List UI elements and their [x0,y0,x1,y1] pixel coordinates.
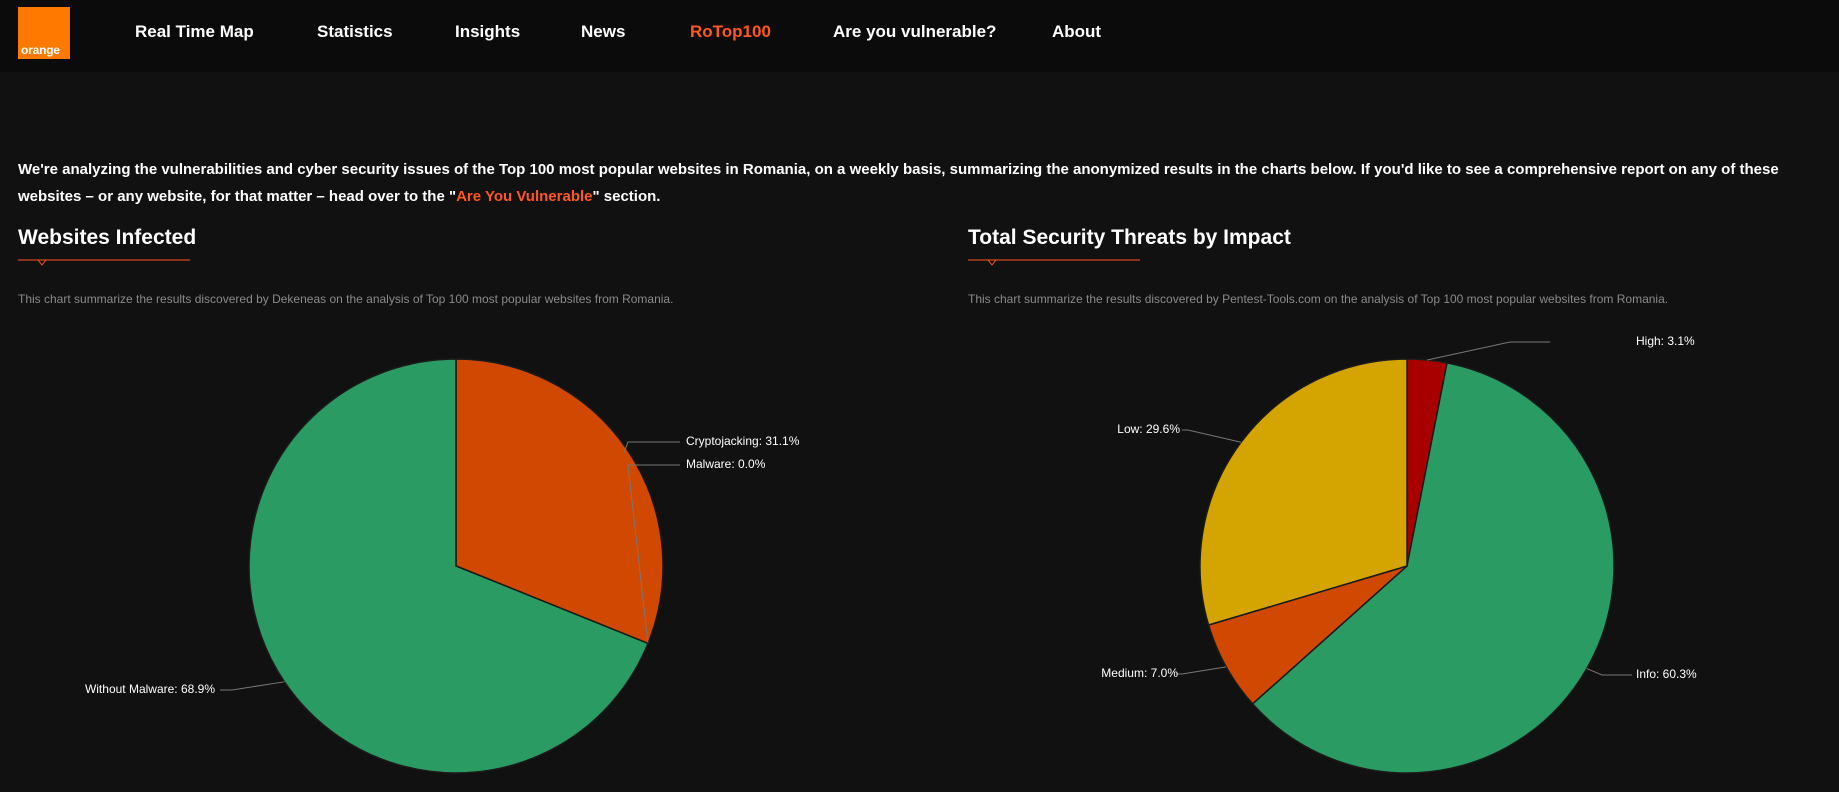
title-underline [18,259,190,266]
intro-text-before: We're analyzing the vulnerabilities and … [18,161,1779,205]
intro-text-after: " section. [592,188,661,205]
threats-by-impact-pie-chart: High: 3.1% Info: 60.3% Medium: 7.0% Low: 29… [1101,334,1697,774]
section-title: Websites Infected [18,226,197,249]
pie-label-cryptojacking: Cryptojacking: 31.1% [686,434,800,448]
nav-news[interactable]: News [581,22,626,41]
orange-logo[interactable]: orange [18,7,70,59]
label-leader-malware [627,464,680,644]
title-underline [968,259,1140,266]
pie-slice-cryptojacking[interactable] [455,358,664,645]
intro-paragraph: We're analyzing the vulnerabilities and … [18,156,1828,210]
pie-label-info: Info: 60.3% [1636,667,1697,681]
nav-real-time-map[interactable]: Real Time Map [135,22,254,41]
label-leader-without-malware [220,681,285,691]
logo-text: orange [21,43,60,57]
nav-statistics[interactable]: Statistics [317,22,393,41]
label-leader-cryptojacking [623,441,680,453]
top-navigation-bar: orange Real Time Map Statistics Insights… [0,0,1839,72]
pie-label-without-malware: Without Malware: 68.9% [85,682,215,696]
label-leader-high [1427,341,1550,361]
nav-are-you-vulnerable[interactable]: Are you vulnerable? [833,22,997,41]
label-leader-low [1182,429,1242,443]
pie-label-medium: Medium: 7.0% [1101,666,1178,680]
label-leader-medium [1176,666,1227,675]
section-description: This chart summarize the results discove… [968,292,1669,306]
pie-label-high: High: 3.1% [1636,334,1695,348]
nav-rotop100[interactable]: RoTop100 [690,22,771,41]
pie-label-malware: Malware: 0.0% [686,457,766,471]
websites-infected-pie-chart: Cryptojacking: 31.1% Malware: 0.0% Without… [85,358,800,774]
nav-about[interactable]: About [1052,22,1102,41]
security-threats-section: Total Security Threats by Impact This ch… [968,226,1668,306]
section-description: This chart summarize the results discove… [18,292,674,306]
pie-label-low: Low: 29.6% [1117,422,1180,436]
label-leader-info [1586,668,1632,676]
pie-slice-without-malware[interactable] [248,358,649,774]
are-you-vulnerable-link[interactable]: Are You Vulnerable [456,188,593,205]
section-title: Total Security Threats by Impact [968,226,1291,249]
nav-insights[interactable]: Insights [455,22,521,41]
websites-infected-section: Websites Infected This chart summarize t… [18,226,673,306]
pie-slice-low[interactable] [1199,358,1408,626]
